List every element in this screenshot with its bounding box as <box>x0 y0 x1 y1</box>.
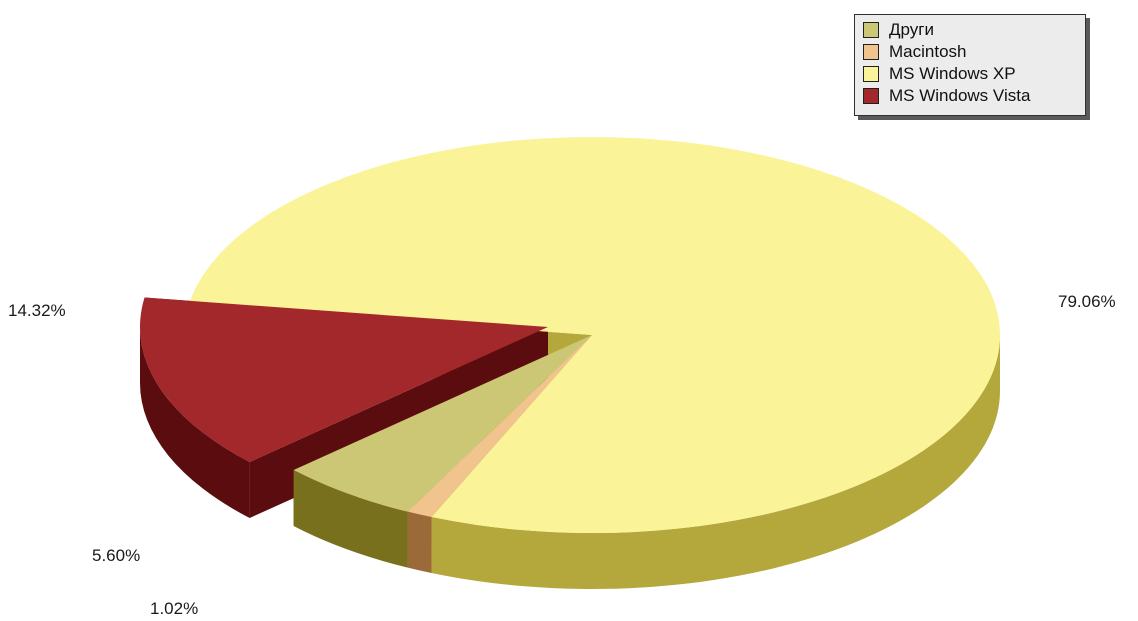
slice-label-macintosh: 1.02% <box>150 599 198 618</box>
slice-side-macintosh <box>407 511 432 574</box>
slice-side-drugi <box>293 470 408 568</box>
slice-side-ms-windows-vista <box>140 327 250 519</box>
legend-label: Други <box>889 20 934 39</box>
legend-item-ms-windows-vista: MS Windows Vista <box>863 85 1085 107</box>
slice-macintosh <box>407 335 592 518</box>
legend-label: Macintosh <box>889 42 967 61</box>
slice-label-drugi: 5.60% <box>92 546 140 565</box>
legend-label: MS Windows XP <box>889 64 1016 83</box>
legend: Други Macintosh MS Windows XP MS Windows… <box>854 14 1086 116</box>
legend-swatch-macintosh <box>863 44 879 60</box>
legend-item-ms-windows-xp: MS Windows XP <box>863 63 1085 85</box>
slice-side-ms-windows-xp <box>431 335 1000 589</box>
legend-item-macintosh: Macintosh <box>863 41 1085 63</box>
legend-swatch-ms-windows-vista <box>863 88 879 104</box>
slice-label-ms-windows-xp: 79.06% <box>1058 292 1116 311</box>
legend-item-drugi: Други <box>863 19 1085 41</box>
slice-label-ms-windows-vista: 14.32% <box>8 301 66 320</box>
slice-ms-windows-xp <box>188 137 1001 534</box>
pie-tops <box>140 137 1001 534</box>
slice-ms-windows-vista <box>140 297 549 463</box>
legend-swatch-drugi <box>863 22 879 38</box>
slice-drugi <box>293 335 592 512</box>
legend-label: MS Windows Vista <box>889 86 1031 105</box>
legend-swatch-ms-windows-xp <box>863 66 879 82</box>
